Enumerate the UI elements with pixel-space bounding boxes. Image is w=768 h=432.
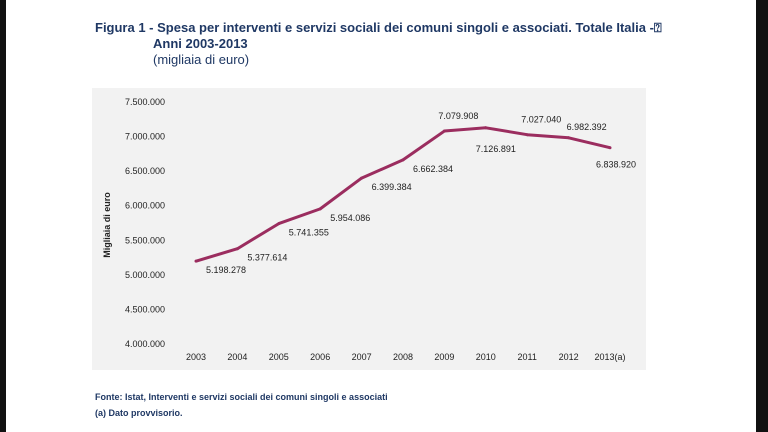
- data-point: [484, 126, 488, 130]
- figure-title: Figura 1 - Spesa per interventi e serviz…: [95, 20, 662, 68]
- x-tick-label: 2011: [518, 352, 537, 362]
- x-tick-label: 2007: [352, 352, 372, 362]
- y-tick-label: 6.500.000: [125, 166, 165, 176]
- data-label: 5.198.278: [206, 265, 246, 275]
- data-label: 5.954.086: [330, 213, 370, 223]
- data-point: [277, 222, 281, 226]
- source-note: Fonte: Istat, Interventi e servizi socia…: [95, 392, 388, 402]
- y-tick-label: 4.000.000: [125, 339, 165, 349]
- y-tick-label: 7.000.000: [125, 132, 165, 142]
- title-line-3: (migliaia di euro): [153, 52, 250, 67]
- data-label: 7.126.891: [476, 144, 516, 154]
- data-label: 5.377.614: [247, 253, 287, 263]
- x-tick-label: 2009: [434, 352, 454, 362]
- data-label: 6.662.384: [413, 164, 453, 174]
- footnote: (a) Dato provvisorio.: [95, 408, 183, 418]
- y-tick-label: 4.500.000: [125, 304, 165, 314]
- x-tick-label: 2006: [310, 352, 330, 362]
- y-tick-label: 5.500.000: [125, 235, 165, 245]
- data-point: [194, 259, 198, 263]
- x-tick-label: 2004: [227, 352, 247, 362]
- data-point: [318, 207, 322, 211]
- data-label: 5.741.355: [289, 228, 329, 238]
- data-point: [567, 136, 571, 140]
- data-label: 6.838.920: [596, 160, 636, 170]
- title-line-2: Anni 2003-2013: [153, 36, 248, 51]
- x-tick-label: 2008: [393, 352, 413, 362]
- data-label: 6.982.392: [567, 122, 607, 132]
- y-tick-label: 7.500.000: [125, 97, 165, 107]
- title-line-1: Figura 1 - Spesa per interventi e serviz…: [95, 20, 662, 35]
- data-point: [442, 129, 446, 133]
- right-border: [756, 0, 768, 432]
- data-point: [360, 176, 364, 180]
- data-point: [235, 247, 239, 251]
- data-label: 6.399.384: [372, 182, 412, 192]
- x-tick-label: 2003: [186, 352, 206, 362]
- left-border: [0, 0, 6, 432]
- data-point: [525, 133, 529, 137]
- x-tick-label: 2012: [559, 352, 579, 362]
- x-tick-label: 2010: [476, 352, 496, 362]
- data-point: [608, 146, 612, 150]
- x-tick-label: 2013(a): [594, 352, 625, 362]
- series-line: [195, 126, 611, 263]
- x-tick-label: 2005: [269, 352, 289, 362]
- chart-panel: [92, 88, 646, 370]
- data-label: 7.079.908: [438, 111, 478, 121]
- data-point: [401, 158, 405, 162]
- data-label: 7.027.040: [521, 115, 561, 125]
- y-tick-label: 5.000.000: [125, 270, 165, 280]
- y-axis-label: Migliaia di euro: [102, 192, 112, 258]
- y-tick-label: 6.000.000: [125, 201, 165, 211]
